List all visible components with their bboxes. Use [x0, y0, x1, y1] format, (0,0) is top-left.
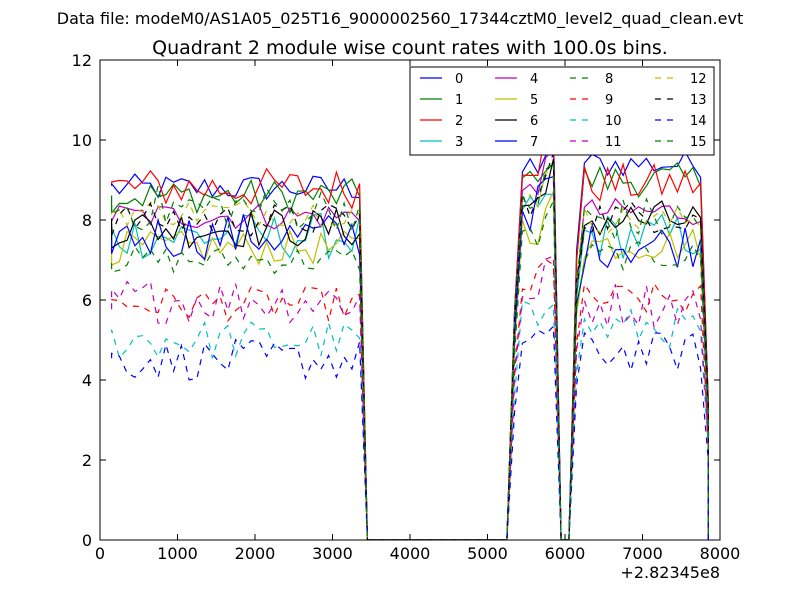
x-tick-label: 0 [95, 544, 105, 563]
y-tick-label: 0 [82, 531, 92, 550]
legend-label-14: 14 [690, 114, 707, 129]
series-line-7 [111, 176, 709, 540]
chart-title: Quadrant 2 module wise count rates with … [152, 37, 668, 59]
plot-area: 0 1000 2000 3000 4000 5000 6000 7000 80000246810… [72, 51, 741, 563]
series-line-2 [111, 128, 709, 540]
series-line-1 [111, 161, 709, 540]
legend-label-8: 8 [605, 72, 613, 87]
y-tick-label: 12 [72, 51, 92, 70]
x-tick-label: 4000 [390, 544, 431, 563]
y-tick-label: 6 [82, 291, 92, 310]
legend-label-5: 5 [530, 93, 538, 108]
x-tick-label: 2000 [235, 544, 276, 563]
y-tick-label: 10 [72, 131, 92, 150]
x-tick-label: 5000 [467, 544, 508, 563]
legend-label-10: 10 [605, 114, 622, 129]
legend-label-2: 2 [455, 114, 463, 129]
series-line-11 [111, 255, 709, 540]
legend-label-0: 0 [455, 72, 463, 87]
legend-box [409, 66, 715, 156]
legend-label-11: 11 [605, 135, 622, 150]
series-line-5 [111, 191, 709, 540]
series-line-13 [111, 153, 709, 540]
series-line-15 [111, 160, 709, 540]
series-line-3 [111, 193, 709, 540]
legend-label-7: 7 [530, 135, 538, 150]
x-tick-label: 1000 [157, 544, 198, 563]
x-tick-label: 8000 [700, 544, 741, 563]
y-tick-label: 4 [82, 371, 92, 390]
legend-label-6: 6 [530, 114, 538, 129]
y-tick-label: 2 [82, 451, 92, 470]
legend-label-15: 15 [690, 135, 707, 150]
y-tick-label: 8 [82, 211, 92, 230]
legend-label-13: 13 [690, 93, 707, 108]
legend-label-12: 12 [690, 72, 707, 87]
series-line-12 [111, 171, 709, 540]
chart-suptitle: Data file: modeM0/AS1A05_025T16_90000025… [57, 9, 743, 29]
legend-label-3: 3 [455, 135, 463, 150]
legend-label-9: 9 [605, 93, 613, 108]
legend-label-4: 4 [530, 72, 538, 87]
series-line-4 [111, 147, 709, 540]
series-line-8 [111, 200, 709, 540]
x-tick-label: 3000 [312, 544, 353, 563]
x-axis-offset-label: +2.82345e8 [620, 563, 720, 582]
x-tick-label: 6000 [545, 544, 586, 563]
series-line-10 [111, 300, 709, 540]
series-group [111, 125, 709, 540]
series-line-0 [111, 125, 709, 540]
series-line-9 [111, 258, 709, 540]
series-line-14 [111, 324, 709, 540]
legend-label-1: 1 [455, 93, 463, 108]
series-line-6 [111, 158, 709, 540]
x-tick-label: 7000 [622, 544, 663, 563]
